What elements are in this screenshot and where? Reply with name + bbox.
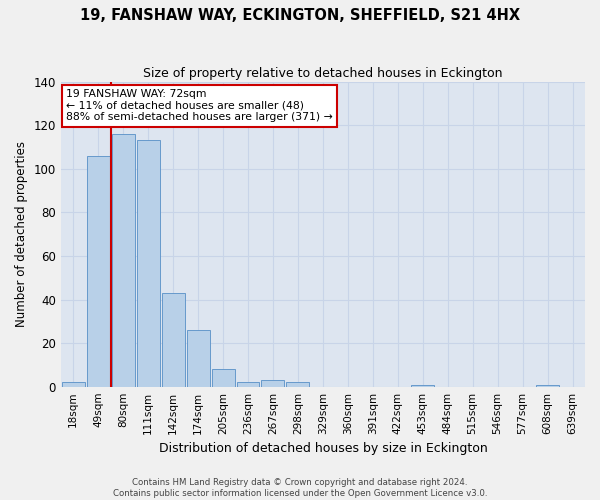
Y-axis label: Number of detached properties: Number of detached properties [15,141,28,327]
Bar [87,156,110,386]
Bar [137,140,160,386]
X-axis label: Distribution of detached houses by size in Eckington: Distribution of detached houses by size … [158,442,487,455]
Bar [212,370,235,386]
Bar [62,382,85,386]
Bar [161,293,185,386]
Text: 19 FANSHAW WAY: 72sqm
← 11% of detached houses are smaller (48)
88% of semi-deta: 19 FANSHAW WAY: 72sqm ← 11% of detached … [66,90,333,122]
Bar [187,330,209,386]
Bar [262,380,284,386]
Bar [411,384,434,386]
Bar [286,382,310,386]
Text: 19, FANSHAW WAY, ECKINGTON, SHEFFIELD, S21 4HX: 19, FANSHAW WAY, ECKINGTON, SHEFFIELD, S… [80,8,520,22]
Text: Contains HM Land Registry data © Crown copyright and database right 2024.
Contai: Contains HM Land Registry data © Crown c… [113,478,487,498]
Bar [536,384,559,386]
Bar [236,382,259,386]
Title: Size of property relative to detached houses in Eckington: Size of property relative to detached ho… [143,68,503,80]
Bar [112,134,134,386]
